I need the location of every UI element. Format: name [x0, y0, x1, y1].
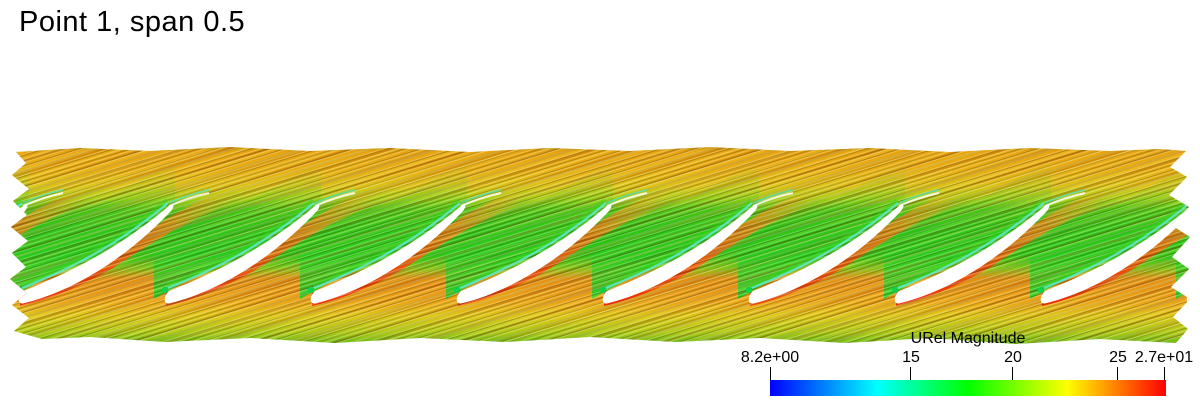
flow-band: [10, 147, 1190, 344]
lic-streak-texture: [10, 147, 1190, 344]
plot-title: Point 1, span 0.5: [19, 6, 246, 38]
